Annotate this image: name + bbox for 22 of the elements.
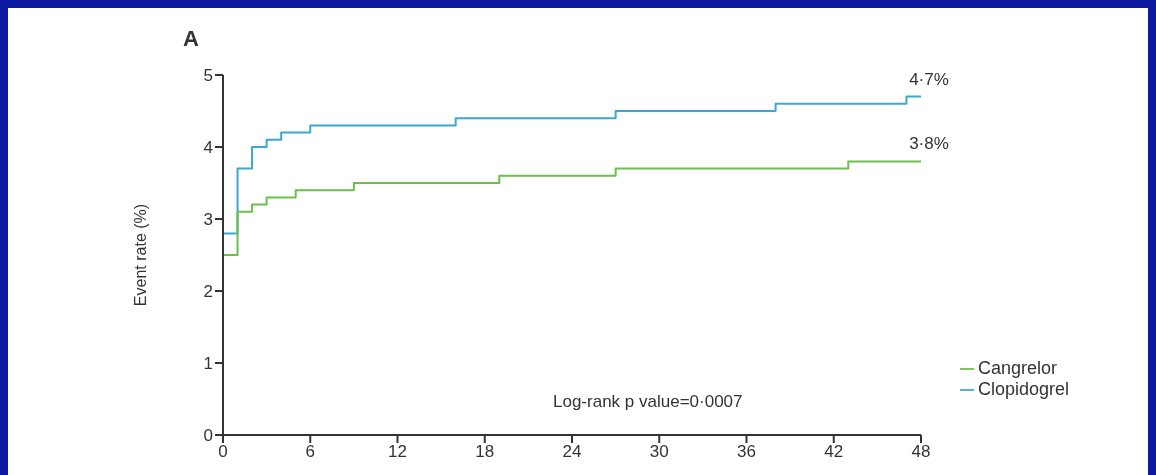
x-tick-label: 12 [388,442,407,462]
y-tick-label: 2 [203,282,213,302]
x-tick-label: 36 [737,442,756,462]
annotation: Log-rank p value=0·0007 [553,392,743,412]
x-tick-label: 0 [218,442,228,462]
x-tick-label: 42 [824,442,844,462]
y-tick-label: 3 [203,210,213,230]
legend-label: Cangrelor [978,358,1058,378]
annotation: 4·7% [909,69,949,89]
x-tick-label: 30 [649,442,669,462]
y-tick-label: 0 [203,426,213,446]
y-tick-label: 1 [203,354,213,374]
annotation: 3·8% [909,134,949,154]
x-tick-label: 6 [305,442,315,462]
x-tick-label: 24 [562,442,582,462]
x-tick-label: 18 [475,442,495,462]
x-tick-label: 48 [911,442,931,462]
y-tick-label: 4 [203,138,213,158]
y-axis-title: Event rate (%) [131,203,149,307]
legend-label: Clopidogrel [978,379,1070,399]
chart-title: A [183,26,199,52]
y-tick-label: 5 [203,66,213,86]
